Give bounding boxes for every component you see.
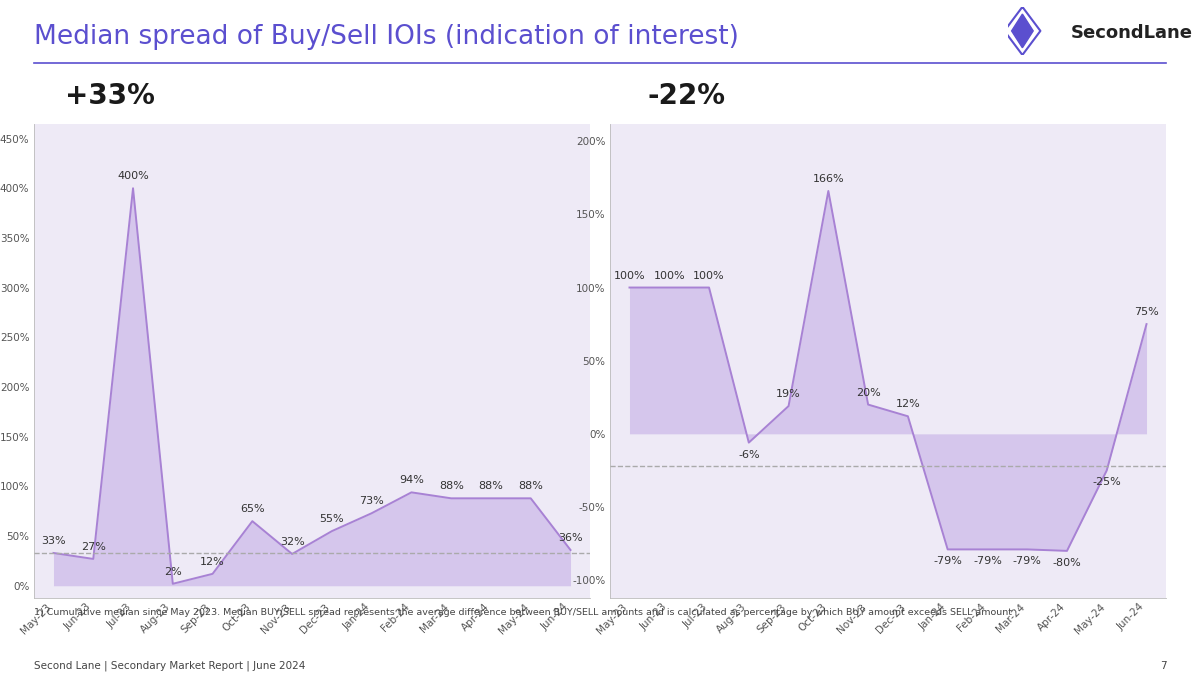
Text: 20%: 20%: [856, 387, 881, 398]
Text: 36%: 36%: [558, 533, 583, 543]
Text: 65%: 65%: [240, 504, 265, 515]
Text: 88%: 88%: [518, 482, 544, 491]
Text: Median spread on FDV of Buy/Sell IOIs of
the same projects¹): Median spread on FDV of Buy/Sell IOIs of…: [184, 78, 523, 114]
Text: 100%: 100%: [613, 271, 646, 280]
Text: 12%: 12%: [200, 557, 224, 567]
Text: 100%: 100%: [694, 271, 725, 280]
Text: -79%: -79%: [973, 556, 1002, 566]
Text: 166%: 166%: [812, 174, 844, 184]
Text: 19%: 19%: [776, 389, 800, 399]
Text: -22%: -22%: [647, 82, 725, 110]
Text: 73%: 73%: [359, 496, 384, 506]
Text: 27%: 27%: [80, 542, 106, 552]
Text: Median spread of Buy/Sell IOIs (indication of interest): Median spread of Buy/Sell IOIs (indicati…: [34, 24, 738, 50]
Polygon shape: [1012, 14, 1033, 47]
Text: 88%: 88%: [439, 482, 463, 491]
Text: 33%: 33%: [41, 536, 66, 546]
Text: -79%: -79%: [1013, 556, 1042, 566]
Text: 94%: 94%: [398, 475, 424, 486]
Text: 75%: 75%: [1134, 307, 1159, 317]
Text: -80%: -80%: [1052, 558, 1081, 568]
Text: SecondLane: SecondLane: [1072, 24, 1193, 43]
Text: 100%: 100%: [654, 271, 685, 280]
Text: 32%: 32%: [280, 537, 305, 547]
Text: 7: 7: [1159, 661, 1166, 671]
Text: 1) Cumulative median since May 2023. Median BUY/SELL spread represents the avera: 1) Cumulative median since May 2023. Med…: [34, 608, 1012, 617]
Text: 88%: 88%: [479, 482, 504, 491]
Text: Median spread on MIN amount of
Buy/Sell IOIs of the same projects¹): Median spread on MIN amount of Buy/Sell …: [760, 78, 1052, 114]
Text: 55%: 55%: [319, 514, 344, 524]
Text: 12%: 12%: [895, 399, 920, 409]
Text: Second Lane | Secondary Market Report | June 2024: Second Lane | Secondary Market Report | …: [34, 661, 305, 671]
FancyBboxPatch shape: [56, 73, 164, 120]
Text: 400%: 400%: [118, 171, 149, 181]
FancyBboxPatch shape: [632, 73, 740, 120]
Text: -6%: -6%: [738, 449, 760, 460]
Text: -79%: -79%: [934, 556, 962, 566]
Text: -25%: -25%: [1092, 477, 1121, 487]
Text: +33%: +33%: [65, 82, 155, 110]
Text: 2%: 2%: [164, 567, 181, 577]
